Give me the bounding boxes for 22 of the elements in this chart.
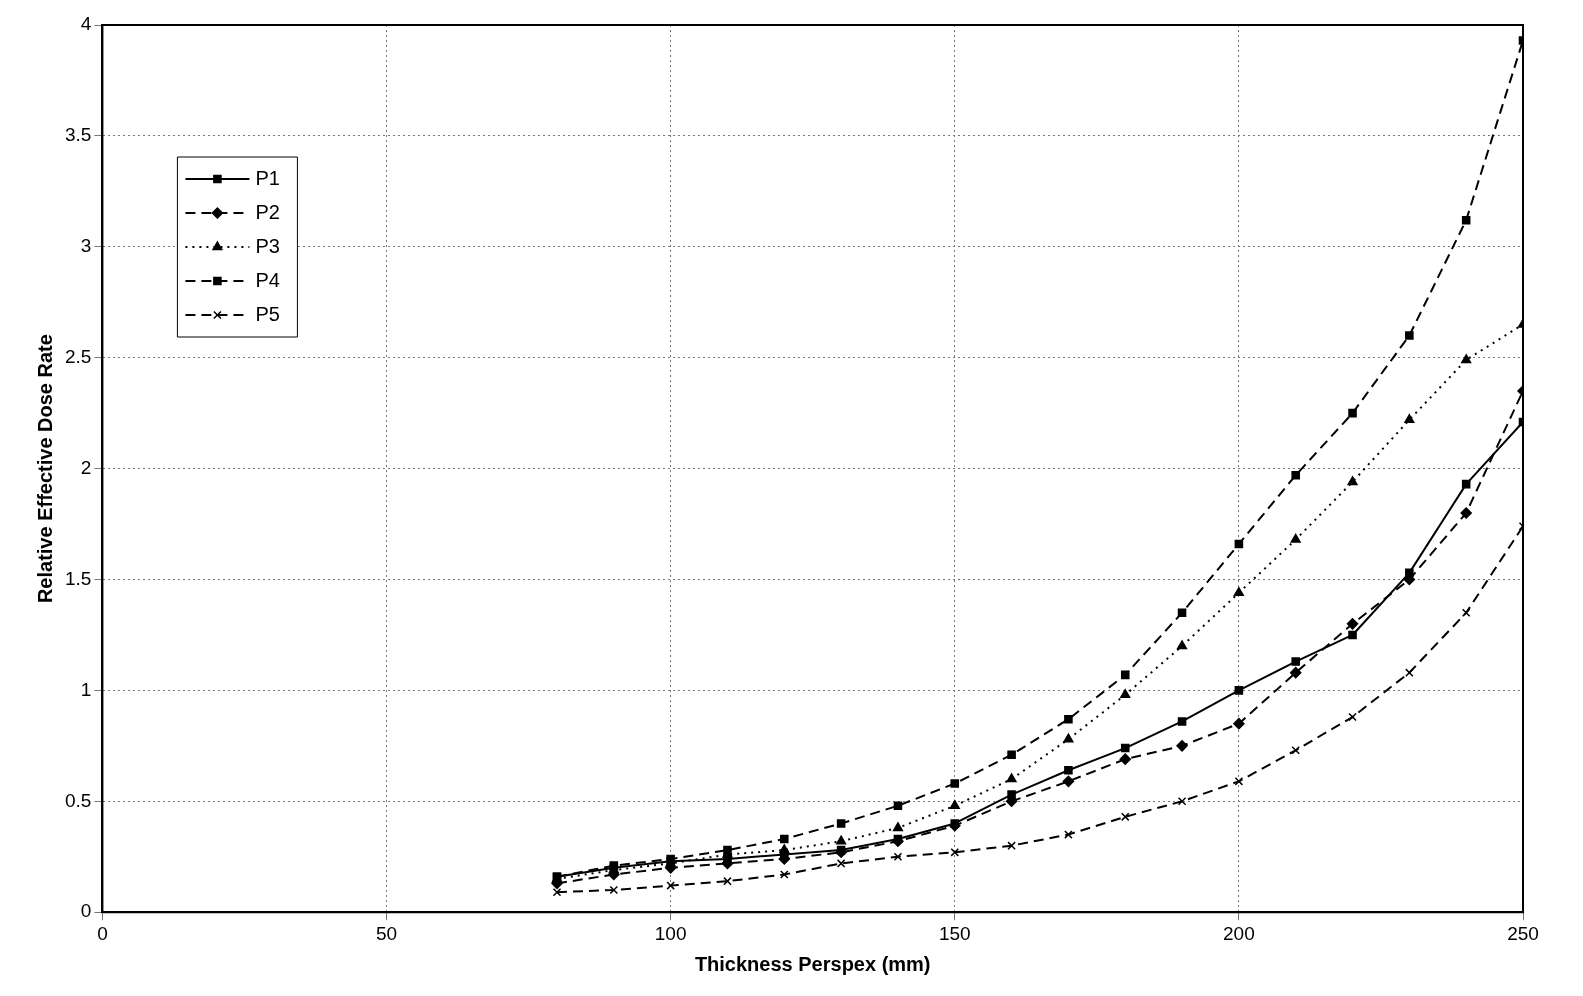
x-tick-label: 150: [938, 922, 971, 944]
x-tick-label: 100: [654, 922, 687, 944]
y-tick-label: 2.5: [64, 345, 92, 367]
y-tick-label: 4: [80, 13, 92, 35]
y-tick-label: 1.5: [64, 567, 92, 589]
y-tick-label: 3.5: [64, 124, 92, 146]
y-axis-title: Relative Effective Dose Rate: [33, 334, 56, 604]
x-tick-label: 250: [1507, 922, 1539, 944]
x-tick-label: 50: [375, 922, 398, 944]
legend-label: P1: [255, 166, 280, 189]
legend-label: P3: [255, 234, 280, 257]
legend-label: P5: [255, 302, 280, 325]
x-tick-label: 200: [1223, 922, 1255, 944]
y-tick-label: 3: [80, 235, 92, 257]
y-tick-label: 0.5: [64, 789, 92, 811]
legend-label: P4: [255, 268, 280, 291]
y-tick-label: 0: [80, 900, 92, 922]
y-tick-label: 1: [80, 678, 92, 700]
y-tick-label: 2: [80, 456, 92, 478]
x-axis-title: Thickness Perspex (mm): [694, 952, 931, 975]
legend-label: P2: [255, 200, 280, 223]
x-tick-label: 0: [97, 922, 108, 944]
